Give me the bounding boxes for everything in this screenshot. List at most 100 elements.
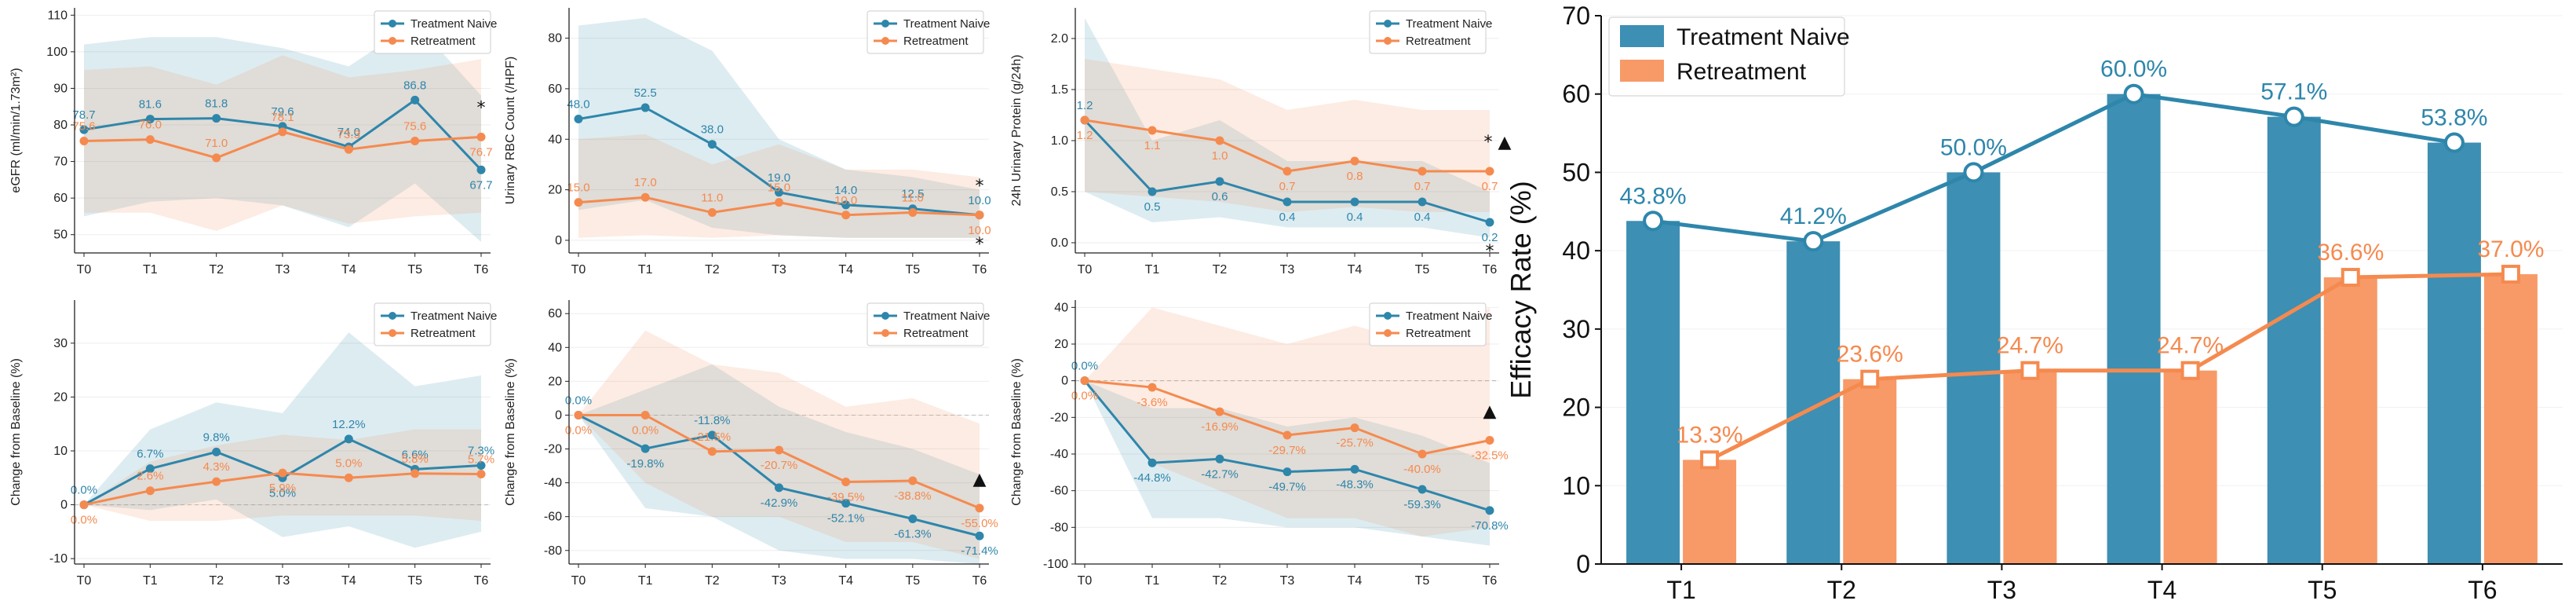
x-tick-label: T1 (1666, 576, 1695, 604)
y-tick-label: -60 (1050, 485, 1068, 498)
y-axis-label: Change from Baseline (%) (504, 358, 517, 506)
trend-point (1700, 450, 1720, 470)
x-tick-label: T2 (705, 574, 720, 588)
y-axis-label: 24h Urinary Protein (g/24h) (1010, 55, 1023, 207)
data-label: 19.0 (768, 171, 790, 185)
data-label: 13.3% (1677, 422, 1743, 448)
x-tick-label: T1 (143, 574, 158, 588)
data-label: 74.0 (338, 126, 360, 139)
data-point (1283, 430, 1292, 440)
data-label: -40.0% (1403, 463, 1441, 476)
y-tick-label: 0 (555, 408, 562, 422)
x-tick-label: T5 (1415, 263, 1430, 277)
x-tick-label: T4 (341, 263, 356, 277)
x-tick-label: T3 (275, 263, 290, 277)
data-label: 75.6 (72, 120, 95, 134)
legend-box (374, 302, 491, 346)
data-label: 50.0% (1940, 134, 2007, 160)
trend-point (2341, 268, 2360, 288)
significance-marker: * (477, 98, 486, 118)
data-point (410, 137, 420, 146)
data-label: 67.7 (469, 178, 492, 192)
trend-point (2020, 361, 2040, 380)
legend: Treatment Naive Retreatment (867, 302, 990, 346)
data-label: 78.7 (72, 108, 95, 122)
data-label: 14.0 (834, 184, 857, 197)
legend-swatch (1620, 60, 1664, 82)
x-tick-label: T0 (77, 263, 92, 277)
data-label: -44.8% (1133, 471, 1171, 485)
trend-point (2123, 83, 2144, 104)
data-label: 4.3% (203, 460, 230, 474)
data-point (1215, 177, 1224, 186)
y-tick-label: 100 (46, 46, 68, 59)
y-axis-label: Change from Baseline (%) (9, 358, 23, 506)
legend-label: Retreatment (903, 327, 969, 340)
data-point (212, 114, 221, 123)
data-label: 0.0% (71, 514, 97, 527)
line-panel-4: 0.0% 6.7% 9.8% 5.0% 12.2% 6.6% 7.3% 0.0% 2.6% 4.3… (9, 300, 497, 588)
y-tick-label: 10 (53, 445, 68, 458)
data-point (476, 165, 486, 174)
x-tick-label: T4 (341, 574, 356, 588)
data-point (212, 153, 221, 163)
trend-point (1643, 211, 1664, 232)
y-tick-label: 20 (548, 184, 562, 197)
data-label: 36.6% (2317, 240, 2384, 266)
x-tick-label: T1 (638, 574, 653, 588)
y-tick-label: 60 (548, 82, 562, 96)
data-label: 0.5 (1144, 200, 1161, 214)
confidence-band-treatment-naive (84, 332, 481, 548)
data-point (145, 464, 155, 474)
legend-marker (389, 37, 396, 45)
significance-marker: * (976, 235, 984, 255)
data-point (1418, 485, 1427, 494)
data-label: 57.1% (2260, 79, 2327, 105)
y-tick-label: 0 (1061, 375, 1068, 388)
legend: Treatment Naive Retreatment (1369, 302, 1492, 346)
y-tick-label: 60 (548, 307, 562, 320)
data-label: 10.0 (968, 194, 991, 207)
confidence-band-retreatment (578, 134, 980, 238)
data-point (1485, 167, 1494, 176)
data-point (975, 211, 984, 220)
data-point (640, 444, 650, 453)
data-label: 78.1 (271, 111, 294, 124)
legend: Treatment Naive Retreatment (374, 302, 497, 346)
data-label: -38.8% (894, 489, 932, 503)
legend: Treatment Naive Retreatment (1608, 16, 1850, 97)
data-label: -70.8% (1471, 519, 1509, 533)
data-point (1148, 458, 1157, 467)
confidence-band-retreatment (1085, 59, 1490, 212)
confidence-band-retreatment (84, 55, 481, 232)
legend: Treatment Naive Retreatment (867, 10, 990, 54)
x-tick-label: T6 (1483, 263, 1498, 277)
trend-point (2443, 132, 2465, 153)
data-label: 12.2% (332, 418, 366, 431)
y-tick-label: 40 (1562, 236, 1590, 265)
data-label: 5.8% (402, 452, 429, 466)
bar-panel: 43.8% 41.2% 50.0% 60.0% 57.1% 53.8% 13.3% 23.6%… (1505, 2, 2563, 604)
x-tick-label: T0 (1078, 263, 1093, 277)
legend-box (1369, 302, 1487, 346)
data-label: 10.0 (968, 224, 991, 237)
data-label: 10.0 (834, 194, 857, 207)
trend-point (2283, 106, 2304, 127)
y-tick-label: -80 (544, 544, 562, 558)
x-tick-label: T2 (209, 263, 224, 277)
data-label: 0.4 (1347, 211, 1363, 224)
x-tick-label: T5 (905, 574, 920, 588)
data-label: 11.0 (902, 192, 924, 205)
data-label: 75.6 (403, 120, 426, 134)
data-label: 12.5 (901, 188, 924, 201)
x-tick-label: T1 (638, 263, 653, 277)
data-point (574, 410, 583, 419)
legend-label: Treatment Naive (410, 309, 497, 323)
data-label: 0.4 (1414, 211, 1431, 224)
data-label: -55.0% (961, 517, 998, 530)
x-tick-label: T1 (1145, 574, 1160, 588)
data-point (1350, 156, 1359, 166)
y-tick-label: 80 (53, 119, 68, 132)
data-point (145, 135, 155, 145)
x-tick-label: T3 (1280, 263, 1295, 277)
